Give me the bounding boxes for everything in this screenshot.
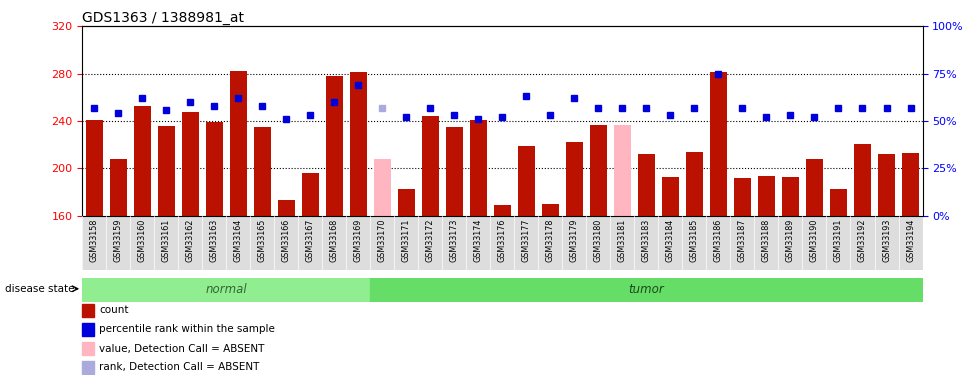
Text: rank, Detection Call = ABSENT: rank, Detection Call = ABSENT [99,362,260,372]
Bar [82,342,95,355]
Bar [370,278,923,302]
Bar [398,189,414,216]
Bar [638,154,655,216]
Text: GSM33192: GSM33192 [858,219,867,262]
Text: GSM33190: GSM33190 [810,219,819,262]
Bar [494,205,511,216]
Bar [230,71,246,216]
Bar [518,146,535,216]
Bar [422,116,439,216]
Bar [350,72,367,216]
Text: GSM33177: GSM33177 [522,219,531,262]
Bar [278,200,295,216]
Text: GSM33158: GSM33158 [90,219,99,262]
Text: count: count [99,305,128,315]
Text: GSM33189: GSM33189 [786,219,795,262]
Text: GSM33184: GSM33184 [666,219,675,262]
Bar [446,127,463,216]
Text: GSM33179: GSM33179 [570,219,579,262]
Bar [301,173,319,216]
Bar [542,204,558,216]
Bar [758,176,775,216]
Bar [86,120,102,216]
Text: GSM33193: GSM33193 [882,219,891,262]
Bar [710,72,726,216]
Text: GSM33176: GSM33176 [497,219,507,262]
Text: GSM33164: GSM33164 [234,219,242,262]
Bar [782,177,799,216]
Text: GSM33194: GSM33194 [906,219,915,262]
Text: disease state: disease state [5,285,74,294]
Bar [82,304,95,316]
Text: normal: normal [206,283,247,296]
Bar [854,144,871,216]
Text: GSM33185: GSM33185 [690,219,699,262]
Bar [254,127,270,216]
Bar [686,152,703,216]
Text: GSM33161: GSM33161 [161,219,171,262]
Bar [590,124,607,216]
Bar [614,124,631,216]
Bar [566,142,582,216]
Text: GDS1363 / 1388981_at: GDS1363 / 1388981_at [82,11,244,25]
Text: GSM33171: GSM33171 [402,219,411,262]
Text: GSM33168: GSM33168 [329,219,339,262]
Text: GSM33166: GSM33166 [282,219,291,262]
Bar [878,154,895,216]
Text: GSM33169: GSM33169 [354,219,363,262]
Bar [374,159,390,216]
Text: GSM33165: GSM33165 [258,219,267,262]
Bar [82,323,95,336]
Text: GSM33159: GSM33159 [114,219,123,262]
Text: GSM33162: GSM33162 [185,219,195,262]
Text: GSM33163: GSM33163 [210,219,218,262]
Text: tumor: tumor [629,283,665,296]
Text: GSM33174: GSM33174 [473,219,483,262]
Text: GSM33188: GSM33188 [762,219,771,262]
Text: GSM33180: GSM33180 [594,219,603,262]
Bar [133,106,151,216]
Bar [82,361,95,374]
Bar [82,278,370,302]
Text: GSM33172: GSM33172 [426,219,435,262]
Text: GSM33187: GSM33187 [738,219,747,262]
Bar [902,153,919,216]
Text: GSM33186: GSM33186 [714,219,723,262]
Text: GSM33183: GSM33183 [641,219,651,262]
Bar [830,189,847,216]
Bar [806,159,823,216]
Bar [206,122,222,216]
Text: percentile rank within the sample: percentile rank within the sample [99,324,275,334]
Text: GSM33160: GSM33160 [137,219,147,262]
Text: GSM33181: GSM33181 [618,219,627,262]
Bar [469,120,487,216]
Text: value, Detection Call = ABSENT: value, Detection Call = ABSENT [99,344,265,354]
Bar [157,126,175,216]
Bar [182,112,199,216]
Bar [110,159,127,216]
Text: GSM33167: GSM33167 [305,219,315,262]
Text: GSM33170: GSM33170 [378,219,386,262]
Text: GSM33178: GSM33178 [546,219,554,262]
Text: GSM33173: GSM33173 [450,219,459,262]
Bar [326,76,343,216]
Bar [662,177,679,216]
Bar [734,178,751,216]
Text: GSM33191: GSM33191 [834,219,843,262]
